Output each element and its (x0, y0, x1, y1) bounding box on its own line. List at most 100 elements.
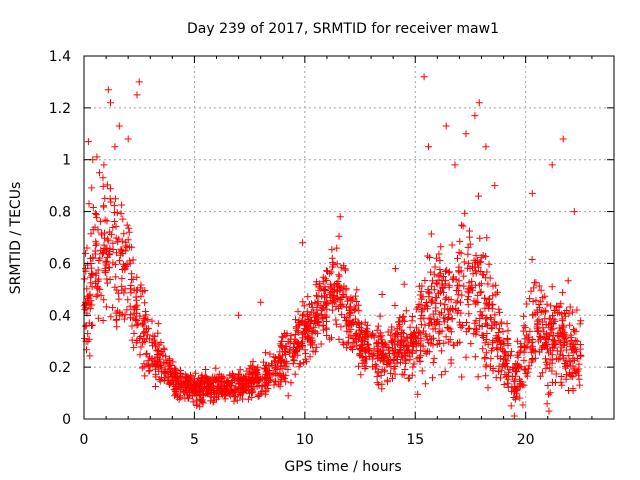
data-points (80, 73, 585, 420)
data-point (302, 321, 309, 329)
data-point (566, 321, 574, 329)
data-point (97, 291, 105, 299)
data-point (115, 122, 123, 130)
data-point (383, 354, 391, 362)
data-point (299, 317, 307, 325)
data-point (262, 349, 270, 357)
data-point (306, 311, 314, 319)
data-point (93, 153, 101, 161)
x-tick-label: 10 (296, 432, 314, 448)
data-point (100, 203, 108, 211)
data-point (418, 367, 426, 375)
data-point (545, 407, 553, 415)
data-point (400, 280, 408, 288)
data-point (321, 275, 329, 283)
data-point (230, 372, 237, 380)
data-point (388, 323, 396, 331)
data-point (474, 263, 482, 271)
data-point (482, 143, 490, 151)
data-point (323, 318, 330, 325)
data-point (391, 370, 399, 378)
data-point (471, 325, 479, 333)
x-tick-label: 20 (517, 432, 535, 448)
data-point (86, 305, 94, 313)
data-point (99, 174, 107, 182)
data-point (173, 378, 181, 386)
data-point (326, 270, 334, 278)
data-point (427, 297, 435, 305)
data-point (374, 369, 382, 377)
data-point (171, 372, 178, 380)
data-point (92, 240, 100, 248)
data-point (566, 342, 574, 350)
data-point (343, 313, 351, 321)
data-point (393, 353, 401, 361)
data-point (573, 355, 581, 362)
data-point (569, 385, 577, 393)
data-point (156, 377, 164, 385)
data-point (104, 237, 112, 245)
data-point (576, 320, 584, 328)
data-point (328, 246, 336, 254)
data-point (487, 314, 494, 322)
data-point (87, 230, 95, 238)
data-point (575, 375, 583, 383)
data-point (245, 365, 253, 373)
data-point (233, 396, 241, 404)
data-point (389, 344, 396, 352)
data-point (100, 161, 108, 169)
data-point (487, 355, 495, 363)
data-point (504, 383, 512, 391)
data-point (151, 338, 158, 346)
data-point (239, 395, 246, 403)
data-point (161, 359, 169, 367)
data-point (180, 378, 188, 386)
data-point (557, 373, 565, 380)
data-point (478, 323, 486, 330)
data-point (92, 277, 100, 285)
data-point (117, 210, 125, 218)
data-point (323, 267, 330, 275)
data-point (141, 299, 149, 307)
data-point (530, 284, 538, 292)
data-point (249, 358, 257, 366)
data-point (347, 296, 355, 304)
data-point (353, 298, 361, 305)
data-point (328, 306, 336, 314)
data-point (226, 371, 234, 379)
data-point (429, 277, 436, 285)
data-point (417, 288, 425, 296)
data-point (91, 223, 99, 231)
data-point (364, 346, 372, 354)
data-point (282, 351, 289, 359)
data-point (224, 377, 232, 385)
data-point (549, 336, 557, 344)
data-point (198, 397, 206, 405)
data-point (474, 373, 482, 381)
data-point (103, 275, 111, 283)
data-point (516, 394, 524, 402)
data-point (384, 378, 391, 386)
data-point (127, 282, 135, 289)
data-point (415, 300, 423, 308)
data-point (418, 282, 426, 290)
data-point (137, 281, 145, 289)
data-point (430, 270, 438, 278)
data-point (442, 294, 450, 302)
data-point (573, 306, 581, 314)
data-point (89, 204, 97, 211)
data-point (136, 351, 144, 359)
data-point (104, 86, 112, 94)
x-tick-label: 15 (406, 432, 424, 448)
data-point (417, 352, 425, 360)
data-point (142, 350, 150, 358)
data-point (116, 257, 123, 265)
data-point (291, 331, 299, 338)
data-point (291, 370, 299, 378)
data-point (337, 264, 345, 272)
data-point (465, 279, 473, 287)
data-point (352, 332, 360, 339)
data-point (476, 308, 484, 316)
data-point (420, 304, 428, 312)
data-point (186, 391, 194, 399)
